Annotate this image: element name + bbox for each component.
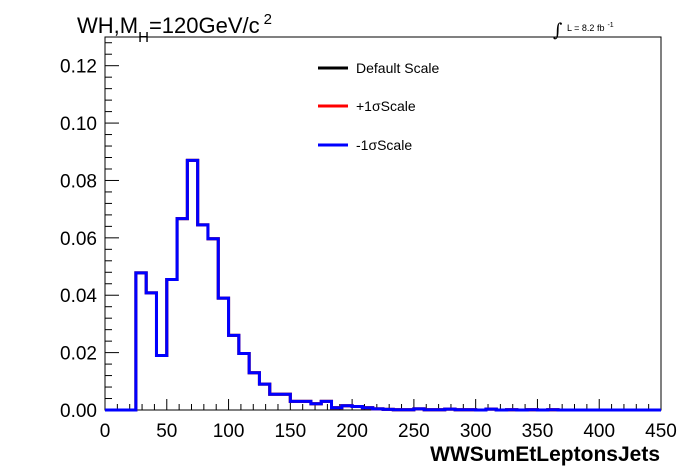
x-tick-label: 150 [274,421,306,442]
x-axis-tick-labels: 0 50 100 150 200 250 300 350 400 450 [100,421,677,442]
luminosity-superscript: -1 [607,22,613,29]
legend: Default Scale +1σScale -1σScale [318,60,439,153]
title-subscript: H [138,29,149,46]
x-tick-label: 300 [460,421,492,442]
luminosity-label: L = 8.2 fb -1 [567,22,614,33]
x-tick-label: 200 [336,421,368,442]
legend-label-plus1sigma: +1σScale [356,98,416,114]
x-tick-label: 450 [645,421,677,442]
luminosity-text: L = 8.2 fb [567,23,604,33]
legend-label-default: Default Scale [356,60,439,76]
y-tick-label: 0.10 [60,114,97,135]
title-rest: =120GeV/c [149,13,260,38]
title-superscript: 2 [264,11,272,28]
x-tick-label: 100 [213,421,245,442]
y-tick-label: 0.06 [60,229,97,250]
legend-label-minus1sigma: -1σScale [356,137,412,153]
y-tick-label: 0.00 [60,401,97,422]
chart-title: WH,MH=120GeV/c 2 [77,11,272,46]
x-tick-label: 250 [398,421,430,442]
series-line-2 [105,158,661,412]
x-tick-label: 50 [156,421,177,442]
integral-symbol: ∫ [553,20,563,41]
x-tick-label: 350 [522,421,554,442]
y-tick-label: 0.04 [60,286,97,307]
series-group [105,158,661,412]
x-axis-label: WWSumEtLeptonsJets [430,443,660,466]
x-tick-label: 0 [100,421,111,442]
x-tick-label: 400 [583,421,615,442]
y-tick-label: 0.12 [60,57,97,78]
title-main: WH,M [77,13,138,38]
y-tick-label: 0.02 [60,344,97,365]
y-axis-tick-labels: 0.00 0.02 0.04 0.06 0.08 0.10 0.12 [60,57,97,422]
y-tick-label: 0.08 [60,171,97,192]
